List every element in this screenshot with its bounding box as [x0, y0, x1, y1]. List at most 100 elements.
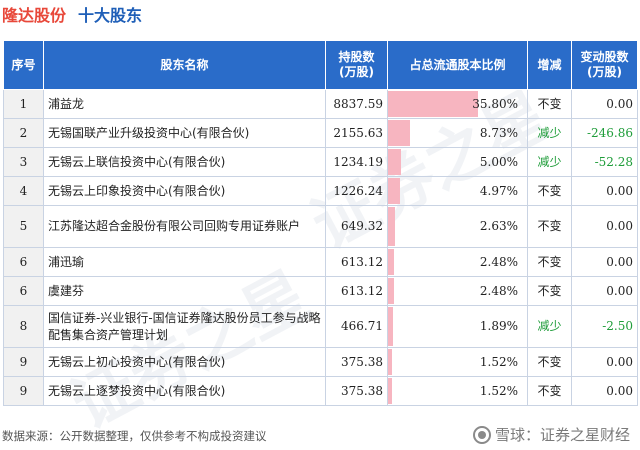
rank-cell: 1 — [3, 89, 44, 119]
ratio-cell: 1.52% — [387, 347, 528, 377]
table-row: 9 无锡云上初心投资中心(有限合伙) 375.38 1.52% 不变 0.00 — [3, 347, 638, 377]
table-row: 6 虞建芬 613.12 2.48% 不变 0.00 — [3, 276, 638, 306]
change-cell: 不变 — [527, 276, 572, 306]
holder-name-cell: 无锡云上初心投资中心(有限合伙) — [43, 347, 326, 377]
holder-name-cell: 国信证券-兴业银行-国信证券隆达股份员工参与战略配售集合资产管理计划 — [43, 305, 326, 348]
table-row: 9 无锡云上逐梦投资中心(有限合伙) 375.38 1.52% 不变 0.00 — [3, 376, 638, 406]
ratio-value: 35.80% — [472, 96, 518, 111]
ratio-bar — [388, 307, 393, 346]
ratio-cell: 4.97% — [387, 176, 528, 206]
holder-name-cell: 浦迅瑜 — [43, 247, 326, 277]
change-cell: 不变 — [527, 176, 572, 206]
shares-cell: 466.71 — [325, 305, 388, 348]
ratio-value: 2.48% — [479, 283, 518, 298]
rank-cell: 8 — [3, 305, 44, 348]
page-subtitle: 十大股东 — [78, 6, 143, 25]
delta-cell: -2.50 — [571, 305, 638, 348]
brand-label: 雪球：证券之星财经 — [494, 426, 630, 444]
ratio-cell: 5.00% — [387, 147, 528, 177]
shareholders-table: 序号 股东名称 持股数 (万股) 占总流通股本比例 增减 变动股数 (万股) 1 浦益… — [3, 40, 638, 406]
ratio-value: 2.63% — [479, 219, 518, 233]
delta-cell: 0.00 — [571, 376, 638, 406]
table-row: 5 江苏隆达超合金股份有限公司回购专用证券账户 649.32 2.63% 不变 0.00 — [3, 205, 638, 248]
ratio-bar — [388, 149, 401, 175]
change-cell: 不变 — [527, 347, 572, 377]
rank-cell: 9 — [3, 347, 44, 377]
rank-cell: 4 — [3, 176, 44, 206]
ratio-bar — [388, 349, 392, 375]
holder-name-cell: 无锡云上联信投资中心(有限合伙) — [43, 147, 326, 177]
shares-cell: 613.12 — [325, 276, 388, 306]
table-header-row: 序号 股东名称 持股数 (万股) 占总流通股本比例 增减 变动股数 (万股) — [3, 40, 638, 90]
ratio-value: 1.52% — [479, 383, 518, 398]
delta-cell: 0.00 — [571, 205, 638, 248]
change-cell: 不变 — [527, 89, 572, 119]
rank-cell: 2 — [3, 118, 44, 148]
rank-cell: 6 — [3, 247, 44, 277]
ratio-cell: 8.73% — [387, 118, 528, 148]
ratio-value: 8.73% — [479, 125, 518, 140]
shares-cell: 1234.19 — [325, 147, 388, 177]
column-header-rank: 序号 — [3, 40, 44, 90]
column-header-delta: 变动股数 (万股) — [571, 40, 638, 90]
change-cell: 不变 — [527, 247, 572, 277]
shares-cell: 375.38 — [325, 376, 388, 406]
holder-name-cell: 无锡云上逐梦投资中心(有限合伙) — [43, 376, 326, 406]
shares-cell: 2155.63 — [325, 118, 388, 148]
snowball-icon — [472, 425, 491, 444]
table-row: 3 无锡云上联信投资中心(有限合伙) 1234.19 5.00% 减少 -52.28 — [3, 147, 638, 177]
ratio-bar — [388, 249, 395, 275]
holder-name-cell: 无锡云上印象投资中心(有限合伙) — [43, 176, 326, 206]
rank-cell: 6 — [3, 276, 44, 306]
delta-cell: 0.00 — [571, 176, 638, 206]
shares-cell: 375.38 — [325, 347, 388, 377]
column-header-name: 股东名称 — [43, 40, 326, 90]
shares-cell: 649.32 — [325, 205, 388, 248]
ratio-bar — [388, 207, 395, 246]
ratio-bar — [388, 378, 392, 404]
holder-name-cell: 浦益龙 — [43, 89, 326, 119]
column-header-delta-line2: (万股) — [587, 65, 622, 79]
shares-cell: 1226.24 — [325, 176, 388, 206]
column-header-change: 增减 — [527, 40, 572, 90]
company-name: 隆达股份 — [2, 6, 67, 25]
ratio-bar — [388, 91, 478, 117]
column-header-ratio: 占总流通股本比例 — [387, 40, 528, 90]
table-row: 1 浦益龙 8837.59 35.80% 不变 0.00 — [3, 89, 638, 119]
table-row: 8 国信证券-兴业银行-国信证券隆达股份员工参与战略配售集合资产管理计划 466.7… — [3, 305, 638, 348]
shares-cell: 613.12 — [325, 247, 388, 277]
rank-cell: 5 — [3, 205, 44, 248]
ratio-value: 1.52% — [479, 354, 518, 369]
delta-cell: 0.00 — [571, 89, 638, 119]
delta-cell: -52.28 — [571, 147, 638, 177]
page-title: 隆达股份 十大股东 — [2, 2, 142, 30]
holder-name-cell: 虞建芬 — [43, 276, 326, 306]
column-header-shares: 持股数 (万股) — [325, 40, 388, 90]
ratio-value: 5.00% — [479, 154, 518, 169]
delta-cell: -246.86 — [571, 118, 638, 148]
shares-cell: 8837.59 — [325, 89, 388, 119]
ratio-cell: 1.89% — [387, 305, 528, 348]
column-header-shares-line1: 持股数 — [338, 50, 375, 64]
delta-cell: 0.00 — [571, 347, 638, 377]
data-source-note: 数据来源：公开数据整理，仅供参考不构成投资建议 — [2, 429, 267, 443]
ratio-value: 1.89% — [479, 319, 518, 333]
table-row: 4 无锡云上印象投资中心(有限合伙) 1226.24 4.97% 不变 0.00 — [3, 176, 638, 206]
ratio-cell: 1.52% — [387, 376, 528, 406]
ratio-value: 2.48% — [479, 254, 518, 269]
ratio-value: 4.97% — [479, 183, 518, 198]
holder-name-cell: 江苏隆达超合金股份有限公司回购专用证券账户 — [43, 205, 326, 248]
ratio-bar — [388, 178, 401, 204]
table-row: 2 无锡国联产业升级投资中心(有限合伙) 2155.63 8.73% 减少 -246.86 — [3, 118, 638, 148]
holder-name-cell: 无锡国联产业升级投资中心(有限合伙) — [43, 118, 326, 148]
footer-brand: 雪球：证券之星财经 — [472, 424, 630, 445]
change-cell: 减少 — [527, 147, 572, 177]
ratio-bar — [388, 278, 395, 304]
change-cell: 减少 — [527, 305, 572, 348]
table-row: 6 浦迅瑜 613.12 2.48% 不变 0.00 — [3, 247, 638, 277]
rank-cell: 3 — [3, 147, 44, 177]
ratio-cell: 35.80% — [387, 89, 528, 119]
ratio-cell: 2.48% — [387, 247, 528, 277]
ratio-cell: 2.48% — [387, 276, 528, 306]
change-cell: 减少 — [527, 118, 572, 148]
